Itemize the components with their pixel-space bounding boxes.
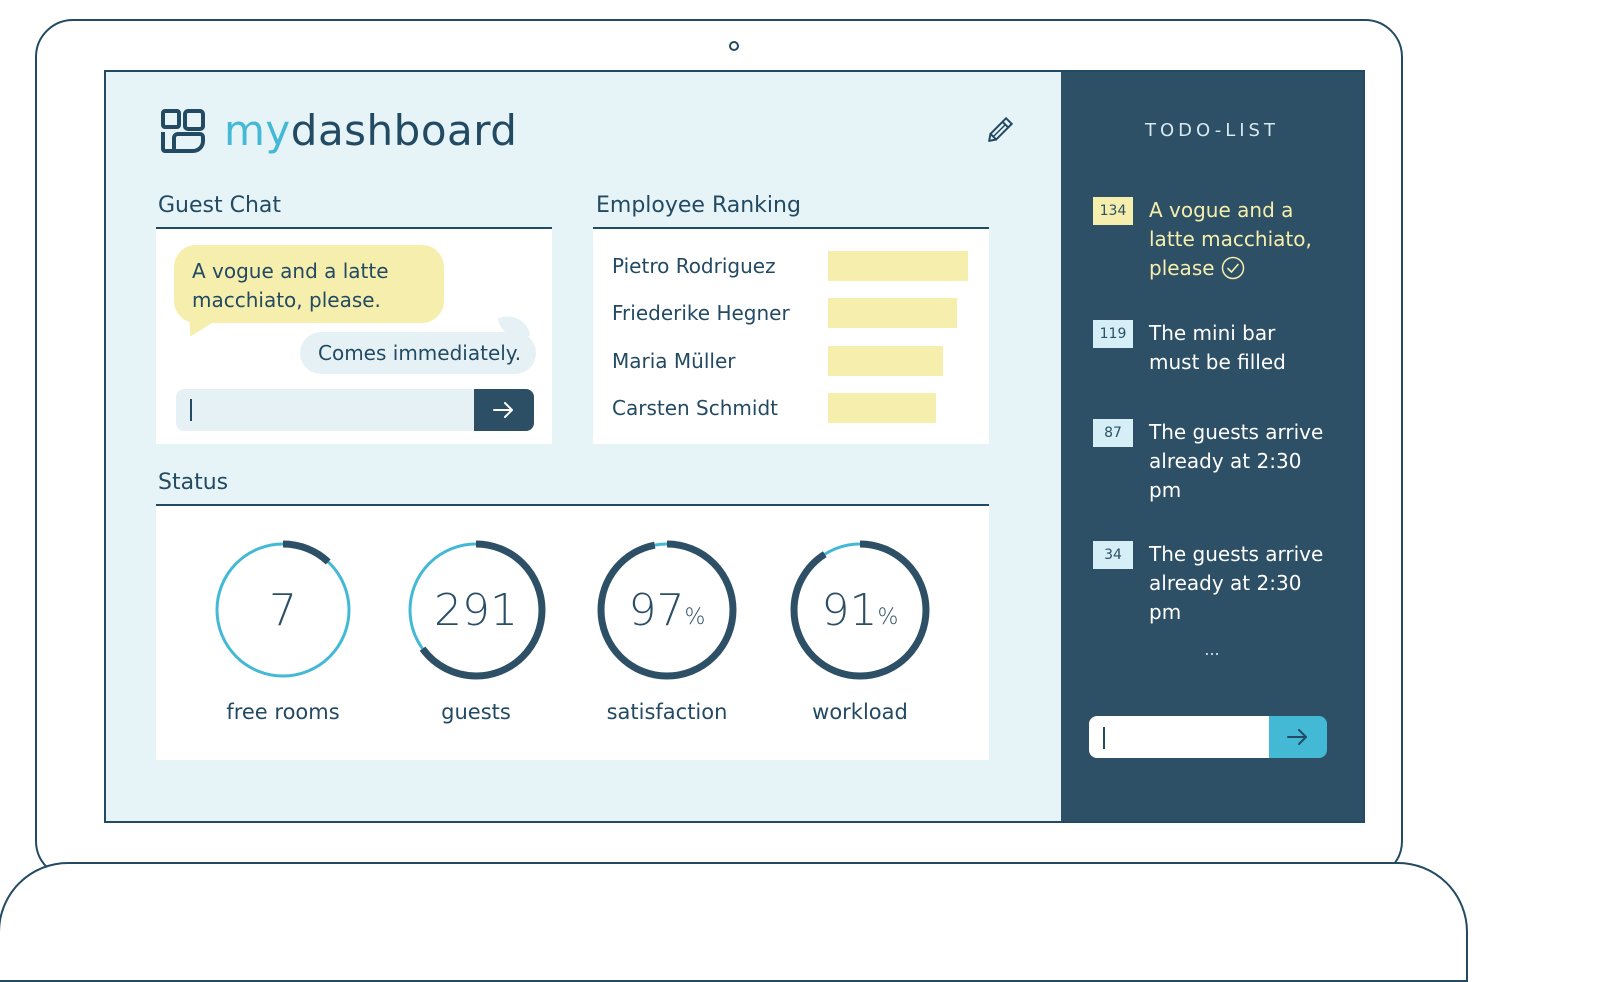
todo-text: The mini bar must be filled — [1149, 321, 1286, 374]
ranking-row: Carsten Schmidt — [612, 393, 936, 423]
ranking-bar — [828, 298, 957, 328]
todo-title: TODO-LIST — [1145, 120, 1279, 141]
employee-name: Maria Müller — [612, 349, 736, 373]
stat-value: 91 — [821, 584, 878, 636]
divider — [593, 227, 989, 229]
todo-item[interactable]: 87 The guests arrive already at 2:30 pm — [1093, 418, 1329, 505]
todo-text: The guests arrive already at 2:30 pm — [1149, 420, 1324, 502]
progress-ring — [597, 540, 737, 680]
arrow-right-icon — [1287, 729, 1307, 745]
todo-text-label: A vogue and a latte macchiato, please — [1149, 198, 1312, 280]
stat-value: 97 — [628, 584, 685, 636]
todo-text: The guests arrive already at 2:30 pm — [1149, 542, 1324, 624]
todo-text: A vogue and a latte macchiato, please — [1149, 196, 1329, 283]
stat-satisfaction: 97% satisfaction — [582, 538, 752, 724]
ranking-row: Pietro Rodriguez — [612, 251, 968, 281]
progress-ring — [213, 540, 353, 680]
progress-ring — [790, 540, 930, 680]
stat-label: workload — [812, 700, 908, 724]
ranking-bar — [828, 346, 943, 376]
stat-unit: % — [684, 604, 706, 630]
logo-text-rest: dashboard — [290, 106, 518, 155]
status-card: 7 free rooms 291 guests 97% satisfaction — [156, 506, 989, 760]
divider — [156, 504, 989, 506]
todo-item[interactable]: 34 The guests arrive already at 2:30 pm — [1093, 540, 1329, 627]
employee-name: Pietro Rodriguez — [612, 254, 776, 278]
stat-workload: 91% workload — [775, 538, 945, 724]
main-panel: mydashboard Guest Chat A vogue and a lat… — [106, 72, 1061, 821]
todo-badge: 134 — [1093, 197, 1133, 225]
stat-label: guests — [441, 700, 511, 724]
stat-value: 7 — [269, 584, 297, 636]
stat-unit: % — [877, 604, 899, 630]
guest-message-bubble: A vogue and a latte macchiato, please. — [174, 245, 444, 323]
stat-guests: 291 guests — [391, 538, 561, 724]
progress-ring-fill — [213, 540, 353, 680]
progress-ring — [406, 540, 546, 680]
todo-item[interactable]: 134 A vogue and a latte macchiato, pleas… — [1093, 196, 1329, 283]
chat-message-input[interactable] — [176, 389, 474, 431]
logo-icon — [161, 108, 205, 153]
laptop-base — [0, 862, 1468, 982]
stat-label: satisfaction — [606, 700, 728, 724]
check-circle-icon — [1221, 256, 1244, 280]
todo-input[interactable] — [1089, 716, 1269, 758]
todo-more-indicator: ... — [1204, 640, 1220, 659]
arrow-right-icon — [493, 402, 513, 418]
stat-value-wrap: 97% — [582, 538, 752, 682]
employee-name: Friederike Hegner — [612, 301, 790, 325]
status-title: Status — [158, 470, 229, 495]
todo-add-button[interactable] — [1269, 716, 1327, 758]
ranking-bar — [828, 393, 936, 423]
text-caret — [1103, 727, 1105, 749]
stat-free-rooms: 7 free rooms — [198, 538, 368, 724]
employee-name: Carsten Schmidt — [612, 396, 778, 420]
ranking-row: Maria Müller — [612, 346, 943, 376]
chat-send-button[interactable] — [474, 389, 534, 431]
employee-ranking-card: Pietro Rodriguez Friederike Hegner Maria… — [593, 229, 989, 444]
text-caret — [190, 399, 192, 421]
ranking-bar — [828, 251, 968, 281]
todo-sidebar: TODO-LIST 134 A vogue and a latte macchi… — [1061, 72, 1363, 821]
logo-text-prefix: my — [224, 106, 291, 155]
progress-ring-fill — [406, 540, 546, 680]
guest-chat-card: A vogue and a latte macchiato, please. C… — [156, 229, 552, 444]
stat-value-wrap: 7 — [198, 538, 368, 682]
stat-value: 291 — [434, 584, 518, 636]
todo-badge: 119 — [1093, 320, 1133, 348]
stat-value-wrap: 91% — [775, 538, 945, 682]
progress-ring-fill — [597, 540, 737, 680]
divider — [156, 227, 552, 229]
stat-label: free rooms — [226, 700, 340, 724]
ranking-row: Friederike Hegner — [612, 298, 957, 328]
todo-badge: 87 — [1093, 419, 1133, 447]
reply-message-bubble: Comes immediately. — [300, 332, 536, 374]
todo-item[interactable]: 119 The mini bar must be filled — [1093, 319, 1329, 377]
stat-value-wrap: 291 — [391, 538, 561, 682]
employee-ranking-title: Employee Ranking — [596, 193, 801, 218]
app-logo[interactable]: mydashboard — [160, 106, 517, 155]
todo-badge: 34 — [1093, 541, 1133, 569]
logo-text: mydashboard — [224, 106, 517, 155]
camera-icon — [729, 41, 739, 51]
screen: mydashboard Guest Chat A vogue and a lat… — [104, 70, 1365, 823]
pencil-icon[interactable] — [984, 116, 1014, 146]
progress-ring-fill — [790, 540, 930, 680]
guest-chat-title: Guest Chat — [158, 193, 282, 218]
